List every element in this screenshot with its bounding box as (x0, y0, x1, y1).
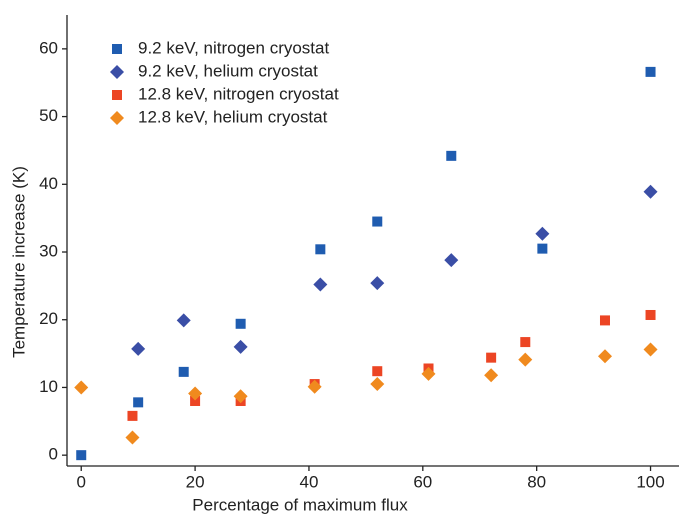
data-point (370, 276, 385, 291)
x-tick-label: 100 (636, 472, 664, 491)
data-point (76, 450, 87, 461)
data-point (486, 352, 497, 363)
data-point (235, 318, 246, 329)
x-tick-label: 60 (413, 472, 432, 491)
data-point (535, 226, 550, 241)
data-point (518, 352, 533, 367)
data-point (233, 389, 248, 404)
x-tick-label: 20 (186, 472, 205, 491)
data-point (484, 368, 499, 383)
data-point (372, 366, 383, 377)
y-tick-label: 40 (39, 174, 58, 193)
data-point (178, 366, 189, 377)
legend-label: 9.2 keV, nitrogen cryostat (138, 38, 329, 57)
data-point (188, 386, 203, 401)
data-point (127, 410, 138, 421)
data-point (370, 377, 385, 392)
data-point (597, 349, 612, 364)
data-point (537, 243, 548, 254)
data-point (645, 66, 656, 77)
data-point (643, 184, 658, 199)
legend-marker (110, 65, 124, 79)
data-point (645, 309, 656, 320)
legend-label: 12.8 keV, nitrogen cryostat (138, 84, 339, 103)
data-point (233, 339, 248, 354)
data-point (643, 342, 658, 357)
legend-marker (112, 44, 122, 54)
x-tick-label: 0 (76, 472, 85, 491)
legend-marker (110, 111, 124, 125)
x-tick-label: 80 (527, 472, 546, 491)
y-tick-label: 50 (39, 106, 58, 125)
x-axis-title: Percentage of maximum flux (192, 495, 408, 514)
data-point (446, 150, 457, 161)
data-point (421, 366, 436, 381)
data-point (190, 395, 201, 406)
y-tick-label: 60 (39, 38, 58, 57)
y-tick-label: 30 (39, 241, 58, 260)
data-point (599, 315, 610, 326)
data-point (133, 397, 144, 408)
data-point (372, 216, 383, 227)
y-tick-label: 10 (39, 377, 58, 396)
data-point (176, 313, 191, 328)
legend-label: 9.2 keV, helium cryostat (138, 61, 318, 80)
data-point (444, 253, 459, 268)
data-point (125, 430, 140, 445)
data-point (307, 379, 322, 394)
legend-label: 12.8 keV, helium cryostat (138, 107, 328, 126)
data-point (313, 277, 328, 292)
y-axis-title: Temperature increase (K) (9, 166, 28, 358)
legend-marker (112, 90, 122, 100)
data-point (74, 380, 89, 395)
data-point (131, 341, 146, 356)
y-tick-label: 20 (39, 309, 58, 328)
data-point (520, 337, 531, 348)
x-tick-label: 40 (299, 472, 318, 491)
y-tick-label: 0 (49, 445, 58, 464)
data-point (315, 244, 326, 255)
